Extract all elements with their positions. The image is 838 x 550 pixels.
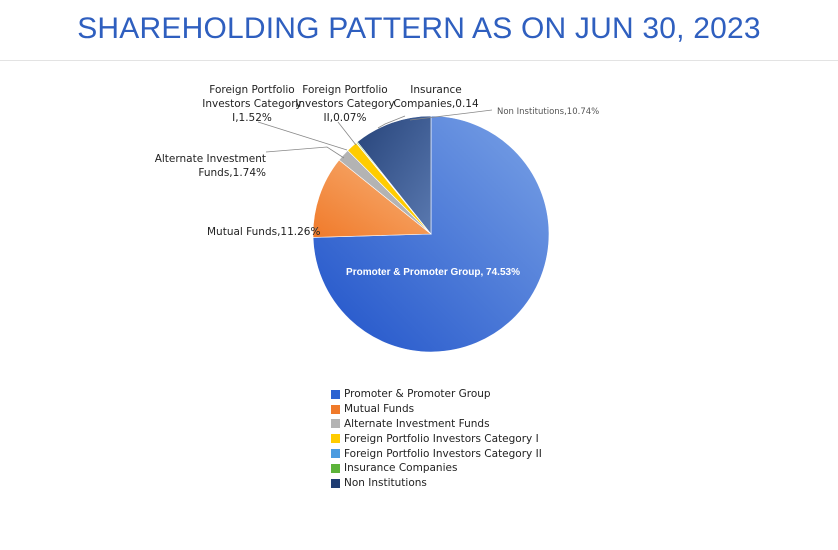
legend-item: Alternate Investment Funds	[331, 417, 542, 432]
legend-swatch	[331, 449, 340, 459]
leader-line-2	[265, 146, 345, 159]
data-label-foreign-portfolio-investors-category-ii: Foreign Portfolio Investors Category II,0.…	[295, 84, 395, 124]
data-label-non-institutions: Non Institutions,10.74%	[497, 107, 599, 117]
title-divider	[0, 60, 838, 61]
leader-line-4	[337, 121, 357, 146]
legend-swatch	[331, 434, 340, 444]
legend-item: Promoter & Promoter Group	[331, 387, 542, 402]
legend-item: Foreign Portfolio Investors Category II	[331, 446, 542, 461]
legend-label: Foreign Portfolio Investors Category I	[344, 432, 539, 445]
legend-swatch	[331, 404, 340, 414]
data-label-foreign-portfolio-investors-category-i: Foreign Portfolio Investors Category I,1.5…	[202, 84, 302, 124]
legend-swatch	[331, 419, 340, 429]
data-label-insurance-companies: Insurance Companies,0.14	[393, 84, 479, 110]
legend-item: Mutual Funds	[331, 402, 542, 417]
leader-line-3	[257, 121, 348, 151]
data-label-promoter-promoter-group: Promoter & Promoter Group, 74.53%	[346, 267, 520, 278]
legend-swatch	[331, 389, 340, 399]
legend-label: Mutual Funds	[344, 403, 415, 416]
legend-label: Promoter & Promoter Group	[344, 388, 491, 401]
legend-item: Foreign Portfolio Investors Category I	[331, 431, 542, 446]
legend-swatch	[331, 463, 340, 473]
legend-swatch	[331, 478, 340, 488]
legend-item: Insurance Companies	[331, 461, 542, 476]
data-label-alternate-investment-funds: Alternate Investment Funds,1.74%	[155, 153, 266, 179]
legend-item: Non Institutions	[331, 476, 542, 491]
legend-label: Alternate Investment Funds	[344, 417, 490, 430]
chart-legend: Promoter & Promoter Group Mutual Funds Alt…	[331, 387, 542, 491]
data-label-mutual-funds: Mutual Funds,11.26%	[207, 226, 320, 238]
leader-line-6	[409, 109, 493, 121]
chart-title: SHAREHOLDING PATTERN AS ON JUN 30, 2023	[77, 12, 761, 45]
legend-label: Insurance Companies	[344, 462, 458, 475]
leader-line-5	[377, 115, 406, 129]
leader-line-1	[314, 227, 317, 233]
pie-slice-mutual-funds	[312, 159, 432, 238]
pie-slice-non-institutions	[356, 115, 432, 235]
legend-label: Non Institutions	[344, 477, 427, 490]
legend-label: Foreign Portfolio Investors Category II	[344, 447, 542, 460]
